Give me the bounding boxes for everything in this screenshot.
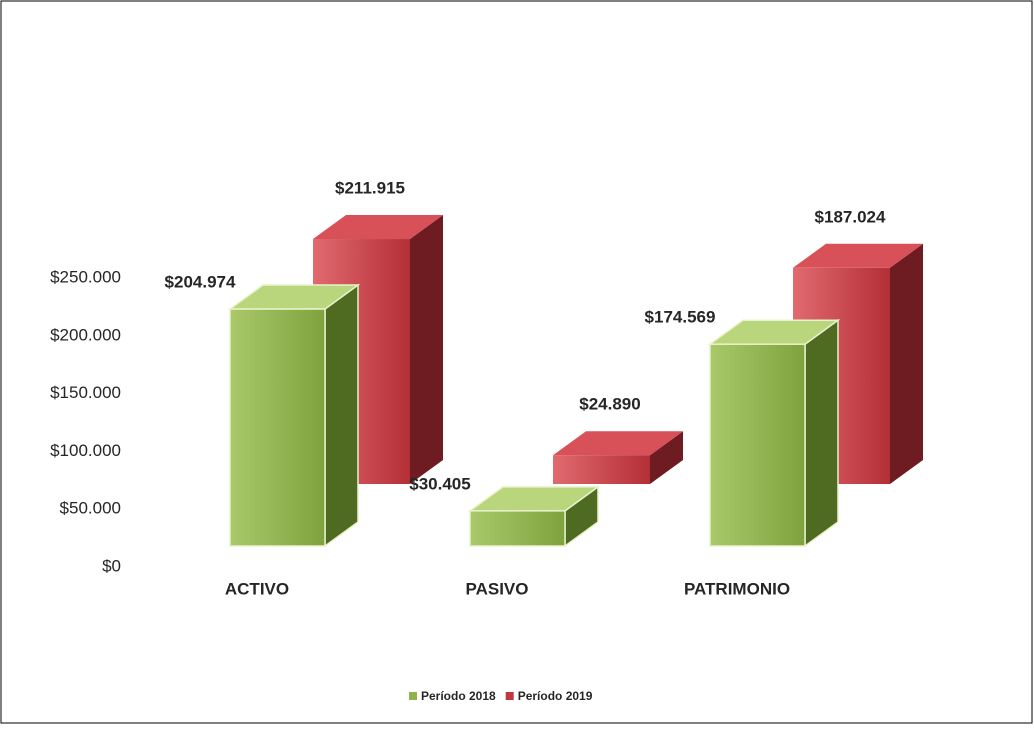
legend-label: Período 2019 <box>518 689 593 703</box>
x-tick-label: PASIVO <box>466 579 529 598</box>
bar-top <box>553 431 683 456</box>
data-label: $204.974 <box>165 273 236 292</box>
bar-side <box>804 318 839 548</box>
bar <box>467 485 601 548</box>
bar-side <box>410 215 443 485</box>
legend-label: Período 2018 <box>421 689 496 703</box>
bar <box>553 431 683 484</box>
data-label: $24.890 <box>579 395 640 414</box>
y-tick-label: $100.000 <box>50 441 121 460</box>
bar-front <box>553 455 650 484</box>
y-tick-label: $150.000 <box>50 383 121 402</box>
legend-swatch <box>505 692 514 700</box>
bar-top <box>313 215 443 240</box>
bar <box>227 283 361 548</box>
y-tick-label: $250.000 <box>50 267 121 286</box>
y-tick-label: $0 <box>102 556 121 575</box>
y-tick-label: $200.000 <box>50 325 121 344</box>
data-label: $187.024 <box>815 207 886 226</box>
x-tick-label: PATRIMONIO <box>684 579 790 598</box>
bar-top <box>793 243 923 268</box>
legend-swatch <box>409 692 417 700</box>
data-label: $30.405 <box>409 474 470 493</box>
data-label: $211.915 <box>335 179 405 198</box>
bar <box>707 318 841 548</box>
y-tick-label: $50.000 <box>60 499 121 518</box>
bar-front <box>709 343 806 547</box>
bar-side <box>890 243 923 484</box>
bar-front <box>469 510 566 547</box>
bar-side <box>650 431 683 484</box>
data-label: $174.569 <box>645 308 716 327</box>
x-tick-label: ACTIVO <box>225 579 289 598</box>
bar-front <box>229 308 326 547</box>
bar-side <box>324 283 359 548</box>
